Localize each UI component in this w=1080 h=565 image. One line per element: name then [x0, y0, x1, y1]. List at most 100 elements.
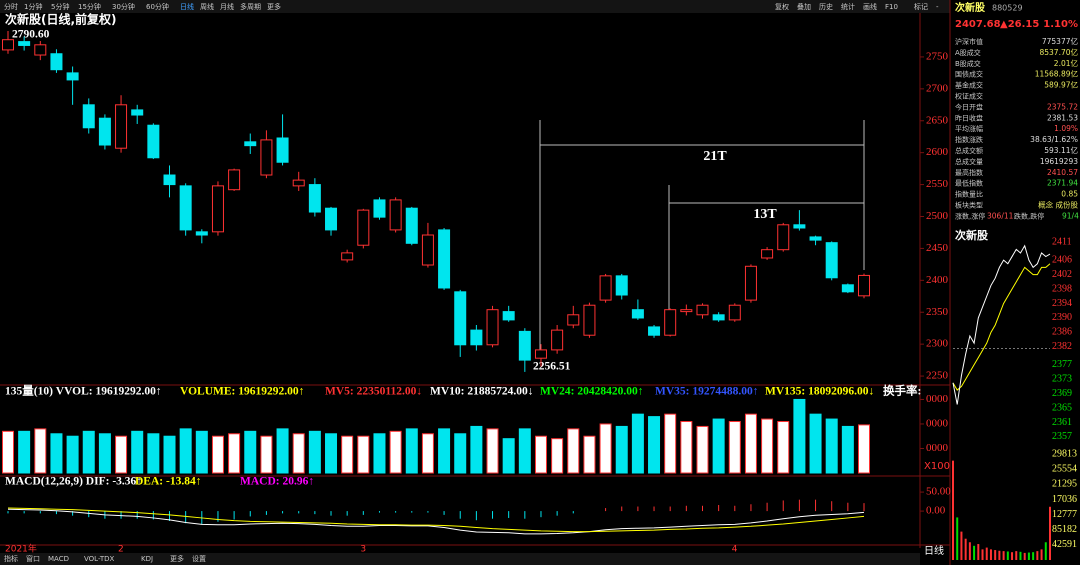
- candle-body: [389, 199, 402, 231]
- annotation: 21T: [703, 149, 727, 164]
- indicator-tab[interactable]: MACD: [48, 555, 69, 563]
- y-tick-label: 2600: [926, 146, 949, 158]
- candle-body: [858, 274, 870, 297]
- x-tick-label: 2021年: [5, 543, 37, 555]
- candle-body: [34, 44, 47, 56]
- period-tab[interactable]: 1分钟: [24, 2, 42, 11]
- dea-line: [7, 507, 865, 533]
- candle-body: [534, 349, 547, 359]
- info-label: 平均涨幅: [955, 124, 983, 133]
- period-tab[interactable]: 周线: [200, 2, 214, 11]
- tool-button[interactable]: 统计: [841, 2, 855, 11]
- indicator-header: MV5: 22350112.00↓: [325, 386, 422, 398]
- candle-body: [599, 275, 612, 301]
- volume-bar: [761, 418, 774, 474]
- toolbar-bg: [0, 0, 950, 13]
- candle-body: [244, 141, 257, 147]
- x-tick-label: 4: [732, 545, 738, 555]
- info-label: 最高指数: [955, 168, 983, 177]
- mini-vol-label: 42591: [1052, 539, 1077, 550]
- chart-title: 次新股(日线,前复权): [5, 12, 117, 27]
- period-tab[interactable]: 月线: [220, 2, 234, 11]
- candle-body: [793, 224, 806, 229]
- volume-bar: [615, 425, 628, 474]
- y-tick-label: 0000: [926, 417, 949, 429]
- y-tick-label: 0.00: [926, 505, 946, 517]
- tool-button[interactable]: 画线: [863, 2, 877, 11]
- max-label: 2790.60: [12, 29, 50, 41]
- volume-bar: [858, 424, 870, 474]
- mini-y-label: 2394: [1052, 298, 1072, 309]
- volume-bar: [421, 433, 434, 474]
- tab-bar: [0, 553, 920, 565]
- volume-bar: [195, 430, 208, 474]
- tool-button[interactable]: 复权: [775, 2, 789, 11]
- indicator-tab[interactable]: 更多: [170, 554, 184, 563]
- volume-bar: [147, 433, 160, 474]
- period-tab[interactable]: 5分钟: [51, 2, 69, 11]
- indicator-header: MV35: 19274488.00↑: [655, 386, 759, 398]
- tool-button[interactable]: 叠加: [797, 2, 811, 11]
- info-value: 8537.70亿: [1039, 47, 1078, 57]
- info-label: A股成交: [955, 48, 981, 57]
- period-tab[interactable]: 日线: [180, 2, 194, 11]
- indicator-header: MACD(12,26,9) DIF: -3.36↑: [5, 476, 142, 488]
- candle-body: [179, 185, 192, 231]
- volume-bar: [793, 398, 806, 474]
- mini-y-label: 2369: [1052, 388, 1072, 399]
- indicator-tab[interactable]: VOL-TDX: [84, 555, 115, 563]
- period-tab[interactable]: 分时: [4, 2, 18, 11]
- indicator-tab[interactable]: 窗口: [26, 554, 40, 563]
- info-label: 沪深市值: [955, 37, 983, 46]
- candle-body: [276, 137, 289, 163]
- y-tick-label: 0000: [926, 442, 949, 454]
- info-value: 38.63/1.62%: [1030, 135, 1078, 144]
- y-tick-label: 2300: [926, 338, 949, 350]
- volume-bar: [179, 428, 192, 474]
- volume-bar: [115, 435, 128, 474]
- mini-vol-label: 12777: [1052, 509, 1077, 520]
- volume-bar: [163, 435, 176, 474]
- quote-code: 880529: [992, 4, 1023, 13]
- candle-body: [421, 234, 434, 266]
- y-tick-label: 2400: [926, 274, 949, 286]
- mini-y-label: 2373: [1052, 374, 1072, 385]
- min-label: 2256.51: [533, 361, 571, 373]
- volume-bar: [82, 430, 95, 474]
- candle-body: [454, 291, 467, 346]
- quote-change: ▲26.15: [1000, 19, 1039, 30]
- volume-bar: [2, 430, 14, 474]
- tool-button[interactable]: -: [936, 3, 939, 11]
- volume-bar: [599, 423, 612, 474]
- tool-button[interactable]: F10: [885, 3, 898, 11]
- period-tab[interactable]: 多周期: [240, 2, 261, 11]
- volume-bar: [260, 435, 273, 474]
- volume-bar: [583, 435, 596, 474]
- indicator-tab[interactable]: 指标: [4, 554, 18, 563]
- annotation: 13T: [753, 207, 777, 222]
- candle-body: [551, 329, 564, 351]
- tool-button[interactable]: 历史: [819, 2, 833, 11]
- info-label: 总成交额: [955, 146, 983, 155]
- info-label: 今日开盘: [955, 102, 983, 111]
- y-tick-label: 2350: [926, 306, 949, 318]
- mini-title: 次新股: [955, 228, 989, 242]
- volume-bar: [809, 413, 822, 474]
- period-tab[interactable]: 15分钟: [78, 2, 101, 11]
- info-label: 最低指数: [955, 179, 983, 188]
- period-tab[interactable]: 更多: [267, 2, 281, 11]
- tool-button[interactable]: 标记: [914, 2, 928, 11]
- candle-body: [98, 117, 111, 146]
- candle-body: [50, 53, 63, 71]
- period-tab[interactable]: 60分钟: [146, 2, 169, 11]
- volume-bar: [325, 433, 338, 474]
- indicator-tab[interactable]: 设置: [192, 554, 206, 563]
- indicator-header: VOLUME: 19619292.00↑: [180, 386, 304, 398]
- volume-bar: [276, 428, 289, 474]
- period-tab[interactable]: 30分钟: [112, 2, 135, 11]
- candle-body: [131, 109, 144, 116]
- indicator-tab[interactable]: KDJ: [141, 555, 153, 563]
- volume-bar: [228, 433, 241, 474]
- intraday-price: [952, 244, 1051, 405]
